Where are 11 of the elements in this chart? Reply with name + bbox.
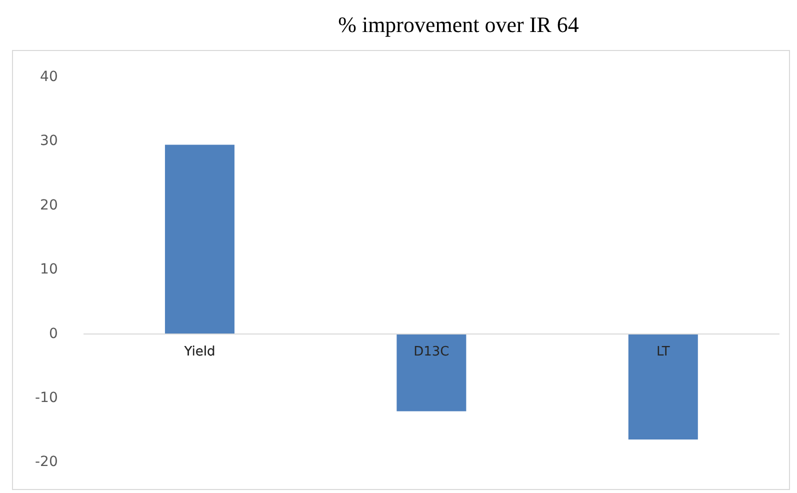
y-tick-label: 30 (40, 133, 58, 150)
x-tick-label: Yield (183, 344, 216, 360)
y-tick-label: -10 (34, 390, 58, 406)
x-tick-label: D13C (414, 344, 450, 360)
chart-title: % improvement over IR 64 (337, 12, 580, 38)
y-tick-label: 0 (48, 326, 58, 342)
x-tick-label: LT (656, 344, 670, 360)
y-tick-label: -20 (34, 454, 58, 470)
y-tick-label: 20 (40, 197, 58, 214)
y-tick-label: 10 (40, 262, 58, 278)
y-tick-label: 40 (40, 69, 58, 86)
